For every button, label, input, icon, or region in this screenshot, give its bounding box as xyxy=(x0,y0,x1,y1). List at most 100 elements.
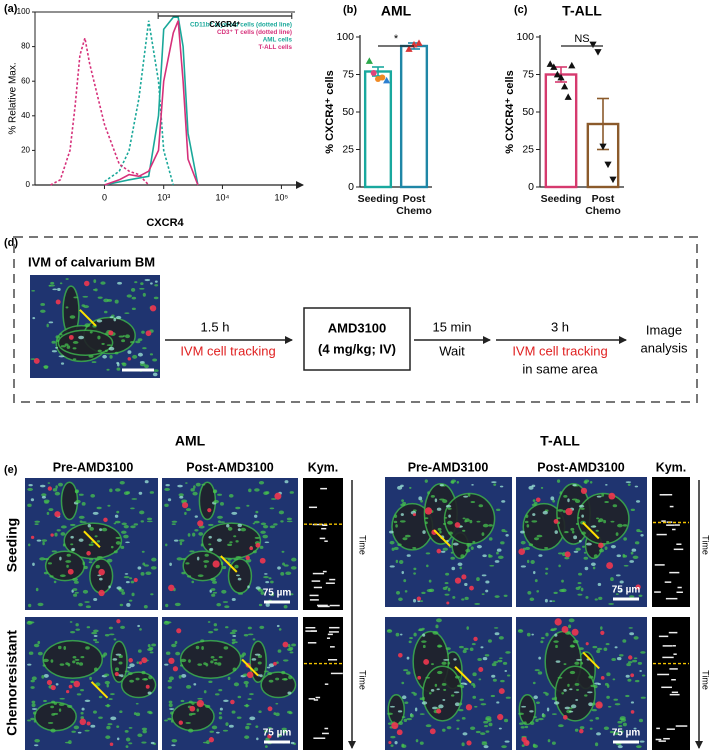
stromal-cell xyxy=(79,494,84,496)
end-step: Image xyxy=(646,322,682,337)
stromal-cell xyxy=(172,521,178,523)
stromal-cell xyxy=(587,691,593,693)
stromal-cell xyxy=(134,281,137,283)
stromal-cell xyxy=(105,634,110,636)
stromal-cell xyxy=(223,700,229,702)
stromal-cell xyxy=(468,493,471,496)
stromal-cell xyxy=(499,636,504,639)
stromal-cell xyxy=(416,739,419,742)
stromal-cell xyxy=(422,701,427,704)
stromal-cell xyxy=(201,484,205,486)
stromal-cell xyxy=(387,713,393,715)
stromal-cell xyxy=(169,701,173,704)
stromal-cell xyxy=(538,657,541,660)
leukemia-cell xyxy=(108,330,113,335)
stromal-cell xyxy=(181,674,186,678)
stromal-cell xyxy=(469,520,472,523)
stromal-cell xyxy=(453,543,459,546)
stromal-cell xyxy=(442,699,445,701)
stromal-cell xyxy=(169,563,172,566)
stromal-cell xyxy=(497,548,502,551)
panel-label: (c) xyxy=(514,4,528,16)
stromal-cell xyxy=(79,538,84,541)
stromal-cell xyxy=(179,539,185,542)
stromal-cell xyxy=(639,719,643,723)
leukemia-cell xyxy=(87,722,91,726)
leukemia-cell xyxy=(103,518,107,522)
leukemia-cell xyxy=(600,631,604,635)
stromal-cell xyxy=(528,486,533,490)
column-title: Post-AMD3100 xyxy=(537,460,625,474)
stromal-cell xyxy=(180,664,183,666)
stromal-cell xyxy=(85,700,91,702)
stromal-cell xyxy=(265,581,269,583)
leukemia-cell xyxy=(68,569,74,575)
stromal-cell xyxy=(459,646,464,648)
stromal-cell xyxy=(229,725,234,728)
stromal-cell xyxy=(591,563,596,567)
stromal-cell xyxy=(554,701,559,704)
stromal-cell xyxy=(485,654,490,656)
y-tick-label: 100 xyxy=(17,7,31,16)
stromal-cell xyxy=(30,718,34,720)
stromal-cell xyxy=(82,502,86,506)
stromal-cell xyxy=(99,696,103,699)
leukemia-cell xyxy=(478,667,483,672)
stromal-cell xyxy=(226,524,229,528)
stromal-cell xyxy=(227,544,232,546)
time-label: Time xyxy=(701,670,709,690)
stromal-cell xyxy=(164,664,168,666)
stromal-cell xyxy=(65,742,70,744)
stromal-cell xyxy=(131,581,135,584)
leukemia-cell xyxy=(56,300,61,305)
stromal-cell xyxy=(80,689,84,691)
stromal-cell xyxy=(518,629,522,631)
leukemia-cell xyxy=(47,680,52,685)
stromal-cell xyxy=(594,682,599,684)
stromal-cell xyxy=(129,663,134,667)
micrograph-set: 75 µm75 µm75 µm75 µm xyxy=(25,477,690,750)
stromal-cell xyxy=(120,481,125,484)
stromal-cell xyxy=(550,496,554,500)
stromal-cell xyxy=(34,744,38,746)
stromal-cell xyxy=(604,648,608,652)
stromal-cell xyxy=(224,646,229,649)
stromal-cell xyxy=(44,501,49,503)
stromal-cell xyxy=(97,336,100,340)
bone-cavity xyxy=(388,695,404,725)
stromal-cell xyxy=(151,566,157,569)
stromal-cell xyxy=(291,566,297,569)
stromal-cell xyxy=(154,297,159,300)
stromal-cell xyxy=(275,713,279,717)
stromal-cell xyxy=(556,660,561,662)
stromal-cell xyxy=(573,640,579,643)
stromal-cell xyxy=(281,671,285,674)
stromal-cell xyxy=(37,641,40,644)
stromal-cell xyxy=(445,582,449,584)
leukemia-cell xyxy=(69,685,73,689)
stromal-cell xyxy=(124,525,129,528)
stromal-cell xyxy=(482,574,487,576)
stromal-cell xyxy=(269,577,272,579)
stromal-cell xyxy=(593,566,596,569)
stromal-cell xyxy=(389,531,394,534)
stromal-cell xyxy=(171,744,175,746)
stromal-cell xyxy=(51,701,55,704)
stromal-cell xyxy=(150,353,153,355)
stromal-cell xyxy=(458,709,463,711)
stromal-cell xyxy=(413,568,416,570)
stromal-cell xyxy=(121,591,125,594)
stromal-cell xyxy=(441,551,446,553)
stromal-cell xyxy=(270,525,276,528)
stromal-cell xyxy=(169,708,174,710)
stromal-cell xyxy=(640,534,643,537)
stromal-cell xyxy=(34,739,40,743)
bone-cavity xyxy=(423,666,462,721)
stromal-cell xyxy=(590,728,593,730)
stromal-cell xyxy=(229,494,234,498)
x-tick-label: Post Chemo xyxy=(390,193,438,217)
stromal-cell xyxy=(446,647,451,650)
stromal-cell xyxy=(445,586,448,588)
stromal-cell xyxy=(81,521,86,523)
